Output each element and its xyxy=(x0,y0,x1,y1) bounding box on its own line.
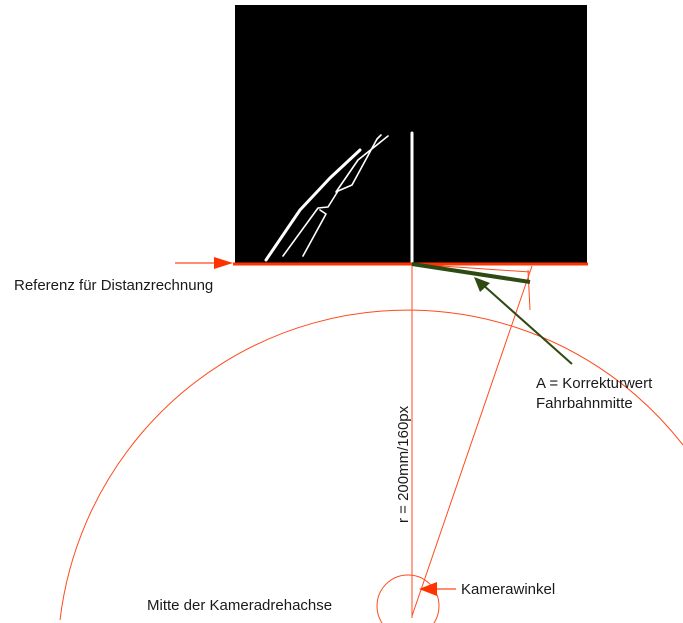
rotation-center-label: Mitte der Kameradrehachse xyxy=(147,597,332,614)
radius-arc xyxy=(59,309,683,621)
camera-angle-arrow xyxy=(419,582,456,596)
rotation-center-circle xyxy=(376,574,440,623)
correction-label-line2: Fahrbahnmitte xyxy=(536,395,633,412)
reference-arrow xyxy=(175,257,233,269)
radius-label: r = 200mm/160px xyxy=(395,405,412,523)
correction-segment xyxy=(411,262,531,284)
reference-label: Referenz für Distanzrechnung xyxy=(14,277,213,294)
camera-angle-line xyxy=(411,265,533,617)
camera-angle-label: Kamerawinkel xyxy=(461,581,555,598)
correction-label-line1: A = Korrekturwert xyxy=(536,375,653,392)
lane-marking-inner xyxy=(282,134,382,257)
lane-markings xyxy=(264,131,414,266)
lane-marking-right xyxy=(302,135,389,257)
lane-marking-left xyxy=(264,148,362,262)
correction-arrow xyxy=(474,277,573,365)
correction-tick xyxy=(527,269,531,311)
